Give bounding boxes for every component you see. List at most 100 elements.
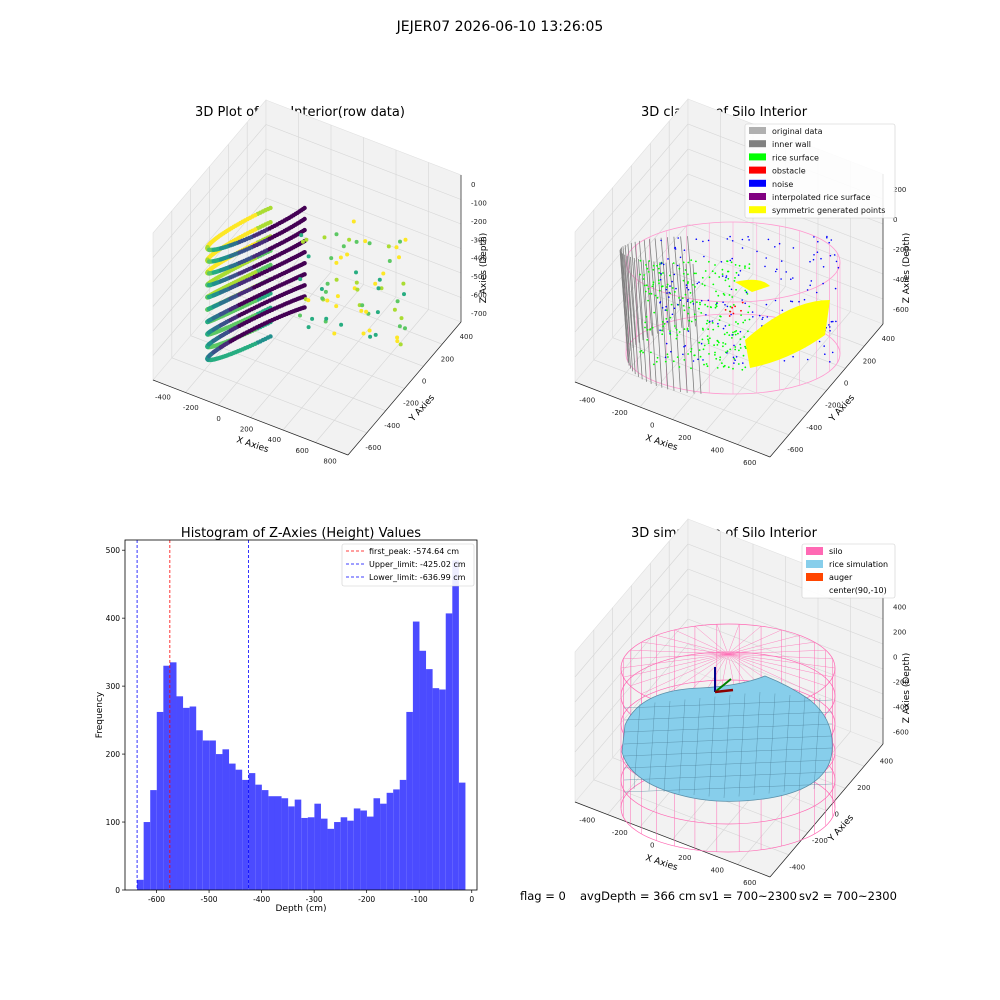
legend-swatch [749,153,766,161]
rice-surface-point [714,306,717,309]
raw-data-point [361,331,366,336]
rice-surface-point [686,327,689,330]
rice-surface-point [645,315,648,318]
rice-surface-point [662,325,664,328]
silo-roof-line [727,653,833,660]
status-sv1: sv1 = 700~2300 [699,889,797,903]
rice-surface-point [731,337,733,339]
p1-y-tick-label: 200 [441,355,454,363]
rice-surface-point [723,333,726,336]
histogram-bar [380,803,387,890]
rice-surface-point [716,344,719,346]
p2-z-tick-label: -400 [893,276,909,284]
noise-point [812,258,815,261]
histogram-bar [294,799,302,890]
rice-surface-point [722,365,725,368]
histogram-bar [360,810,367,890]
legend-label: original data [772,127,823,136]
rice-surface-point [684,269,687,271]
histogram-bar [143,822,151,890]
rice-mesh-line [623,711,833,721]
p4-grid-line [574,543,689,678]
noise-point [798,300,800,303]
raw-data-point [360,303,365,308]
noise-point [785,271,787,273]
histogram-bar [301,817,308,890]
raw-data-point [354,270,358,275]
rice-surface-point [688,319,691,322]
rice-surface-point [687,312,690,315]
p2-x-tick-label: 400 [711,446,724,454]
rice-surface-point [734,348,737,351]
raw-data-point [376,286,381,291]
noise-point [737,274,740,276]
inner-wall-line [633,257,643,380]
silo-roof-line [623,653,729,678]
rice-surface-point [652,281,655,284]
histogram-bar [334,822,341,890]
noise-point [729,235,731,238]
rice-surface-point [734,277,736,279]
panel-raw-z-ticks: 0 -100 -200 -300 -400 -500 -600 -700 [471,181,487,318]
rice-surface-point [696,301,698,304]
rice-surface-point [717,294,720,297]
noise-point [692,303,695,305]
rice-surface-point [747,330,749,333]
rice-surface-point [666,283,669,286]
rice-surface-point [657,279,660,282]
rice-surface-point [703,344,706,347]
noise-point [679,256,682,259]
p2-x-tick-label: -200 [612,409,628,417]
p4-x-tick-label: 200 [678,854,691,862]
p1-z-tick-label: -700 [471,310,487,318]
noise-point [781,309,784,312]
rice-surface-point [703,363,705,366]
raw-data-point [395,335,400,340]
rice-surface-point [719,315,722,318]
rice-surface-point [694,318,697,321]
noise-point [742,362,744,364]
rice-surface-point [675,328,678,331]
noise-point [748,239,750,241]
rice-surface-point [706,365,709,368]
rice-surface-point [650,351,652,354]
noise-point [758,314,761,317]
rice-surface-point [642,278,645,280]
rice-mesh-line [648,702,656,791]
noise-point [660,239,662,242]
y-tick-label: 100 [106,818,121,827]
p4-z-tick-label: 200 [893,629,906,637]
rice-mesh-line [623,723,833,733]
rice-surface-point [686,329,689,331]
noise-point [826,235,828,238]
rice-surface-point [698,349,701,351]
noise-point [733,362,735,364]
raw-data-point [306,298,311,303]
rice-surface-point [715,303,717,306]
raw-data-point [302,261,307,266]
auger-axis-y [714,678,732,693]
p2-x-tick-label: 600 [743,459,756,467]
rice-mesh-line [738,693,746,797]
histogram-bar [248,773,256,890]
noise-point [783,360,786,362]
noise-point [730,288,733,291]
silo-roof-line [727,653,833,678]
noise-point [778,242,781,245]
rice-mesh-line [798,696,806,791]
rice-surface-point [732,331,734,334]
rice-surface-point [742,321,745,324]
p2-x-axis-line [574,381,771,458]
rice-surface-point [719,359,721,361]
panel-simulation: 3D simulation of Silo Interior -400-2000… [574,518,912,887]
p2-y-tick-label: -200 [825,402,841,410]
rice-surface-point [669,274,671,277]
rice-surface-point [657,267,660,270]
p1-z-tick-label: -500 [471,273,487,281]
inner-wall-line [685,263,695,394]
silo-roof-line [630,649,729,655]
histogram-bar [156,711,164,890]
obstacle-point [732,312,735,315]
panel-raw-y-ticks: -600 -400 -200 0 200 400 [365,333,473,452]
rice-mesh-line [753,691,761,796]
